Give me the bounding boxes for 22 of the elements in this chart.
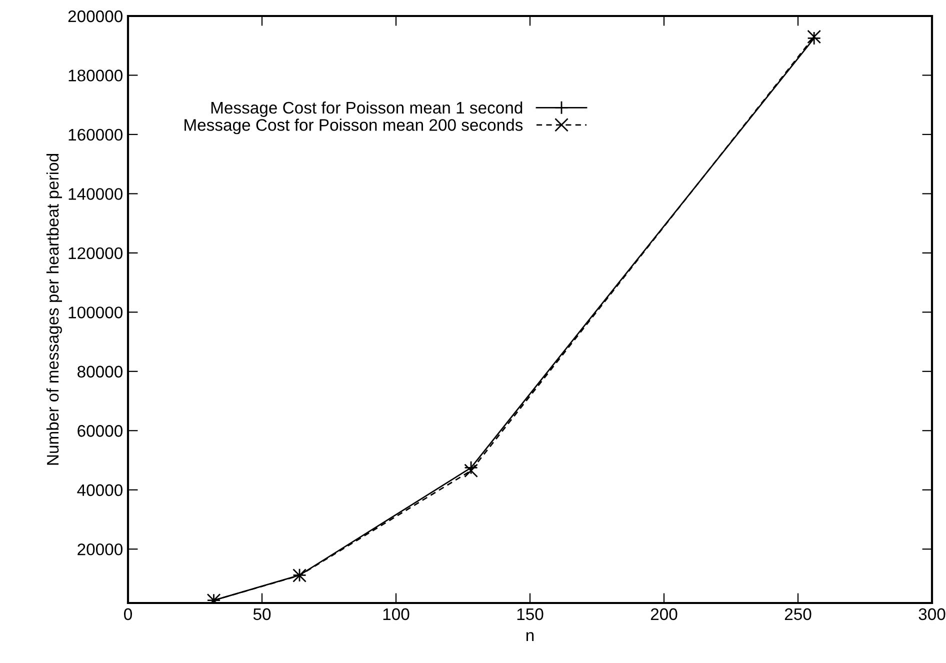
y-tick-label: 200000	[68, 10, 122, 22]
y-tick-label: 60000	[78, 425, 122, 437]
y-tick-label: 20000	[78, 544, 122, 556]
x-tick-label: 50	[253, 608, 271, 620]
x-tick-label: 200	[650, 608, 678, 620]
y-tick-label: 80000	[78, 366, 122, 378]
y-tick-label: 40000	[77, 484, 122, 496]
legend-label: Message Cost for Poisson mean 1 second	[211, 101, 522, 117]
y-tick-label: 180000	[68, 70, 122, 82]
y-tick-label: 100000	[68, 306, 122, 318]
y-axis-title: Number of messages per heartbeat period	[46, 154, 62, 465]
y-tick-label: 140000	[68, 188, 122, 200]
x-tick-label: 0	[124, 608, 132, 620]
x-tick-label: 150	[517, 608, 544, 620]
x-tick-label: 300	[918, 608, 946, 620]
legend-label: Message Cost for Poisson mean 200 seconds	[184, 118, 523, 134]
x-tick-label: 100	[383, 608, 410, 620]
y-tick-label: 120000	[68, 247, 122, 260]
x-tick-label: 250	[784, 608, 812, 620]
x-axis-title: n	[526, 632, 534, 642]
y-tick-label: 160000	[68, 128, 122, 141]
point	[464, 464, 478, 478]
